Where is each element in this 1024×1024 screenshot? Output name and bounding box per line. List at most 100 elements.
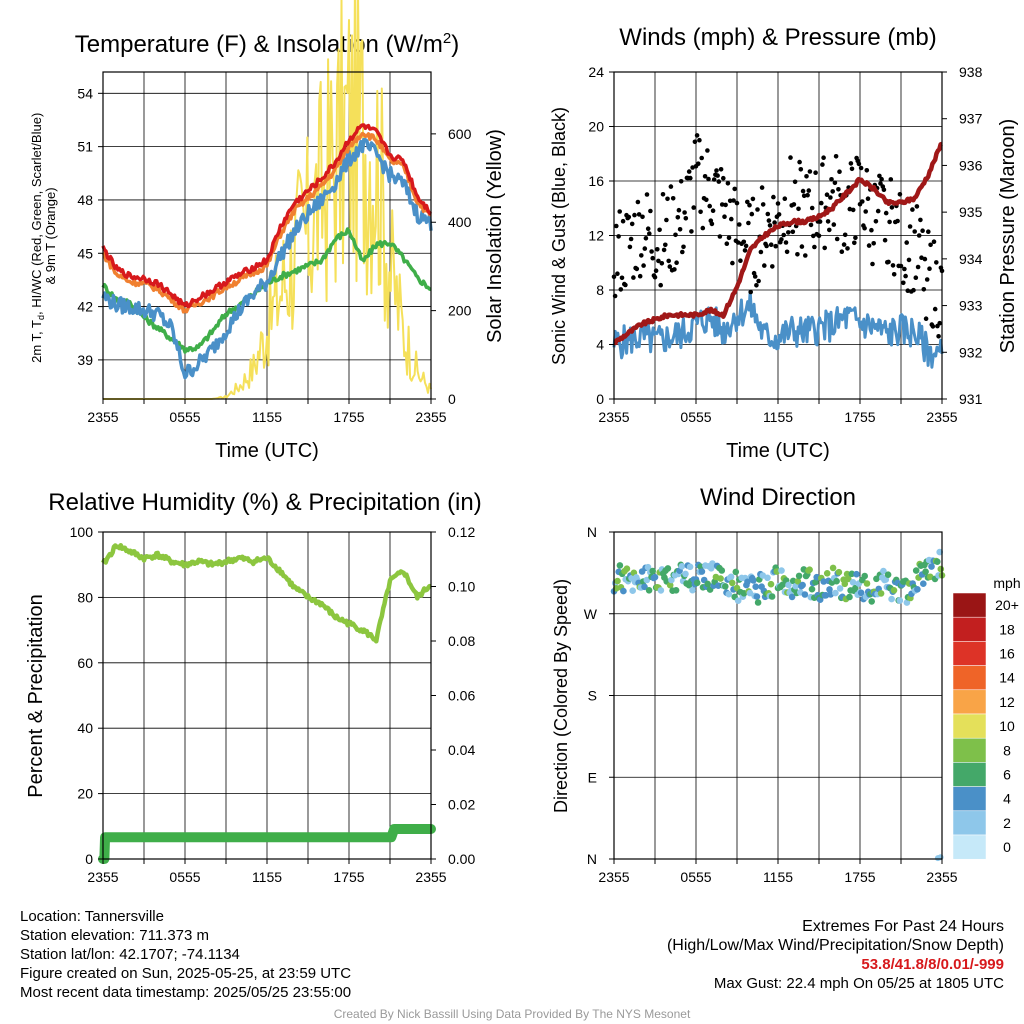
- x-tick-label: 1155: [252, 869, 282, 885]
- colorbar-title: mph: [993, 575, 1020, 591]
- right-tick-label: 0.08: [448, 633, 475, 649]
- gust-point: [830, 189, 835, 194]
- gust-point: [870, 261, 875, 267]
- direction-point: [778, 567, 785, 574]
- colorbar-swatch: [952, 665, 987, 691]
- series-line-sonic-wind: [612, 289, 944, 369]
- colorbar-swatch: [952, 592, 987, 618]
- gust-point: [692, 139, 698, 145]
- gust-point: [916, 233, 922, 238]
- gust-point: [784, 249, 790, 255]
- direction-point: [672, 587, 680, 594]
- temperature-y-axis-label: 2m T, Td, HI/WC (Red, Green, Scarlet/Blu…: [29, 109, 58, 363]
- gust-point: [890, 263, 896, 268]
- temperature-panel: Temperature (F) & Insolation (W/m2) 2355…: [29, 0, 506, 462]
- direction-point: [649, 567, 656, 575]
- gust-point: [697, 137, 702, 143]
- colorbar-swatch: [952, 786, 987, 812]
- x-tick-label: 2355: [415, 409, 446, 425]
- wind-direction-y-axis-label: Direction (Colored By Speed): [551, 579, 571, 813]
- gust-point: [895, 218, 900, 224]
- direction-point: [799, 581, 806, 589]
- gust-point: [764, 243, 769, 249]
- gust-point: [722, 214, 727, 219]
- colorbar-label: 16: [999, 646, 1015, 662]
- gust-point: [665, 196, 670, 202]
- gust-point: [797, 159, 802, 165]
- gust-point: [803, 253, 808, 258]
- gust-point: [748, 289, 753, 295]
- direction-point: [693, 579, 701, 587]
- gust-point: [856, 161, 862, 167]
- colorbar-swatch: [952, 616, 987, 642]
- gust-point: [734, 200, 740, 206]
- y-tick-label: 8: [596, 282, 604, 298]
- direction-point: [651, 573, 659, 581]
- gust-point: [649, 249, 654, 254]
- gust-point: [834, 236, 840, 242]
- station-latlon: Station lat/lon: 42.1707; -74.1134: [20, 946, 240, 963]
- x-tick-label: 2355: [598, 869, 629, 885]
- gust-point: [831, 222, 837, 227]
- y-tick-label: S: [588, 688, 597, 704]
- gust-point: [819, 200, 824, 206]
- figure-created: Figure created on Sun, 2025-05-25, at 23…: [20, 965, 352, 982]
- y-tick-label: 4: [596, 337, 604, 353]
- x-tick-label: 2355: [87, 869, 118, 885]
- series-line-2m-t: [101, 123, 432, 309]
- gust-point: [629, 221, 635, 227]
- gust-point: [915, 264, 921, 270]
- gust-point: [898, 263, 904, 269]
- gust-point: [781, 232, 786, 238]
- gust-point: [817, 219, 823, 224]
- gust-point: [658, 282, 663, 288]
- direction-point: [788, 593, 796, 601]
- gust-point: [790, 229, 796, 235]
- gust-point: [891, 272, 897, 277]
- gust-point: [866, 243, 872, 248]
- gust-point: [888, 177, 894, 182]
- direction-point: [795, 572, 803, 580]
- gust-point: [717, 234, 723, 239]
- gust-point: [914, 204, 920, 209]
- gust-point: [742, 248, 748, 253]
- gust-point: [656, 258, 661, 264]
- humidity-y-axis-label: Percent & Precipitation: [25, 594, 47, 797]
- gust-point: [683, 216, 689, 221]
- station-info: Location: Tannersville Station elevation…: [20, 907, 351, 1002]
- gust-point: [715, 173, 720, 178]
- gust-point: [747, 202, 752, 208]
- direction-point: [826, 586, 833, 593]
- direction-point: [833, 577, 840, 585]
- direction-point: [836, 585, 844, 592]
- gust-point: [853, 235, 858, 241]
- series-line-9m-t: [101, 137, 433, 380]
- gust-point: [765, 211, 771, 217]
- gust-point: [661, 247, 667, 253]
- right-tick-label: 933: [959, 298, 983, 314]
- gust-point: [696, 161, 701, 166]
- temperature-chart-title: Temperature (F) & Insolation (W/m2): [75, 30, 459, 58]
- x-tick-label: 1755: [333, 869, 364, 885]
- direction-point: [729, 579, 736, 587]
- gust-point: [771, 194, 776, 200]
- gust-point: [745, 199, 750, 205]
- gust-point: [746, 220, 751, 226]
- gust-point: [910, 207, 915, 212]
- gust-point: [863, 209, 868, 214]
- gust-point: [796, 206, 801, 212]
- gust-point: [616, 234, 621, 239]
- direction-point: [841, 580, 849, 588]
- series-line-station-pressure: [613, 141, 943, 346]
- direction-point: [753, 593, 761, 600]
- right-tick-label: 934: [959, 251, 983, 267]
- gust-point: [852, 240, 857, 246]
- gust-point: [928, 242, 933, 248]
- x-tick-label: 2355: [87, 409, 118, 425]
- direction-point: [732, 568, 740, 576]
- direction-point: [914, 586, 921, 593]
- gust-point: [632, 212, 637, 218]
- x-tick-label: 1755: [844, 869, 875, 885]
- direction-point: [620, 587, 627, 595]
- x-tick-label: 0555: [169, 869, 200, 885]
